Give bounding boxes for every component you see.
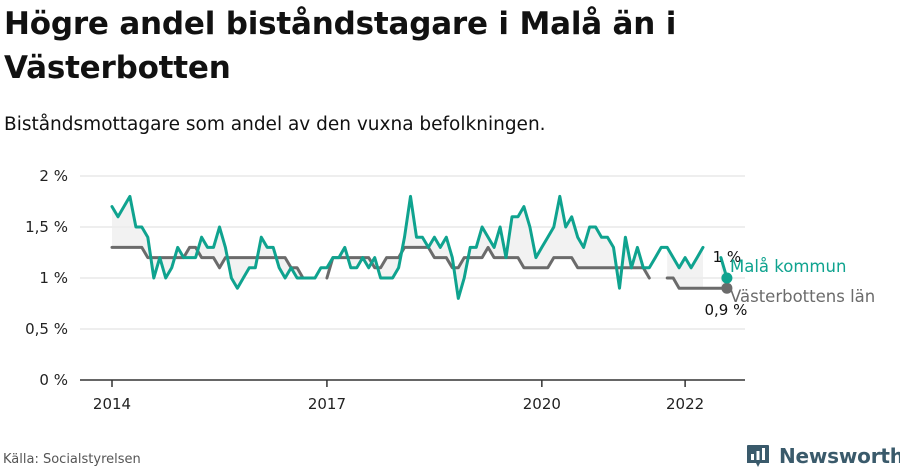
y-tick-label: 1,5 % [25, 218, 68, 236]
y-tick-label: 2 % [39, 167, 68, 185]
vasterbotten-line [665, 276, 729, 290]
mala-line [110, 194, 705, 300]
y-tick-label: 1 % [39, 269, 68, 287]
x-tick-label: 2014 [93, 395, 131, 413]
mala-series-label: Malå kommun [730, 257, 846, 276]
source-note: Källa: Socialstyrelsen [3, 452, 141, 467]
vasterbotten-series-label: Västerbottens län [730, 287, 875, 306]
gap-area [667, 247, 703, 289]
vasterbotten-end-point [721, 282, 733, 294]
y-tick-label: 0,5 % [25, 320, 68, 338]
chart-title: Högre andel biståndstagare i Malå än i V… [4, 6, 677, 86]
mala-end-value: 1 % [713, 248, 742, 266]
gap-area [112, 196, 309, 289]
chart-subtitle: Biståndsmottagare som andel av den vuxna… [4, 114, 546, 135]
vasterbotten-end-value: 0,9 % [704, 301, 747, 319]
mala-end-point [721, 272, 733, 284]
newsworthy-logo-icon [747, 445, 769, 467]
x-tick-label: 2017 [308, 395, 346, 413]
x-tick-label: 2020 [523, 395, 561, 413]
vasterbotten-line [325, 245, 651, 280]
x-tick-label: 2022 [666, 395, 704, 413]
brand-name: Newsworthy [779, 444, 900, 468]
brand-logo[interactable]: Newsworthy [745, 442, 900, 470]
y-tick-label: 0 % [39, 371, 68, 389]
